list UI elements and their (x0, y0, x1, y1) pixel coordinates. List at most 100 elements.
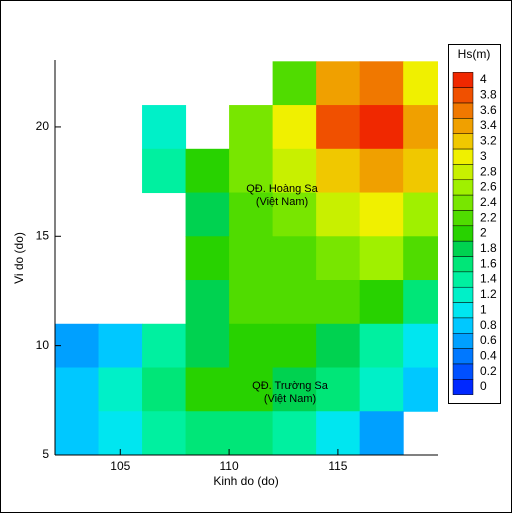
cell (403, 61, 438, 106)
cell (142, 148, 187, 194)
y-axis-label: Vi do (do) (12, 232, 26, 284)
cell (98, 411, 143, 455)
cell (359, 367, 404, 412)
colorbar-swatch (452, 286, 474, 303)
colorbar-swatch (452, 256, 474, 273)
cell (142, 411, 187, 455)
cell (316, 148, 361, 194)
cell (359, 236, 404, 281)
colorbar-swatch (452, 102, 474, 119)
cell (272, 192, 317, 237)
cell (359, 105, 404, 150)
cell (142, 105, 187, 150)
colorbar-swatch (452, 271, 474, 288)
cell (185, 323, 230, 369)
colorbar-swatch (452, 363, 474, 380)
annotation: QĐ. Trường Sa (252, 380, 329, 392)
y-tick-label: 10 (36, 338, 50, 352)
colorbar-label: 0.8 (480, 318, 497, 332)
cell (229, 192, 274, 237)
colorbar-swatch (452, 194, 474, 211)
cell (316, 236, 361, 281)
cell (185, 236, 230, 281)
colorbar-swatch (452, 348, 474, 365)
colorbar-label: 0.6 (480, 333, 497, 347)
cell (403, 236, 438, 281)
colorbar-label: 1.8 (480, 241, 497, 255)
colorbar-label: 3.4 (480, 118, 497, 132)
colorbar-swatch (452, 118, 474, 134)
colorbar-swatch (452, 210, 474, 227)
colorbar-swatch (452, 317, 474, 334)
cell (229, 323, 274, 369)
field (55, 61, 438, 455)
cell (272, 236, 317, 281)
colorbar-label: 0.2 (480, 364, 497, 378)
cell (403, 367, 438, 412)
cell (272, 411, 317, 455)
x-tick-label: 110 (220, 459, 239, 473)
cell (55, 323, 100, 369)
colorbar-label: 2.8 (480, 164, 497, 178)
colorbar-label: 2.6 (480, 180, 497, 194)
cell (142, 323, 187, 369)
colorbar-swatch (452, 87, 474, 104)
colorbar-swatch (452, 164, 474, 181)
cell (272, 61, 317, 106)
annotation: (Việt Nam) (256, 196, 308, 208)
cell (229, 411, 274, 455)
cell (403, 105, 438, 150)
cell (55, 367, 100, 412)
y-tick-label: 5 (42, 447, 49, 461)
x-tick-label: 105 (110, 459, 130, 473)
cell (359, 323, 404, 369)
colorbar-label: 3 (480, 149, 487, 163)
cell (185, 280, 230, 325)
cell (272, 148, 317, 194)
cell (185, 148, 230, 194)
colorbar-label: 2.2 (480, 210, 497, 224)
cell (316, 411, 361, 455)
annotation: (Việt Nam) (264, 393, 316, 405)
colorbar-label: 4 (480, 72, 487, 86)
x-tick-label: 115 (328, 459, 347, 473)
y-tick-label: 20 (36, 119, 50, 133)
colorbar-swatch (452, 379, 474, 395)
x-axis-label: Kinh do (do) (213, 474, 278, 488)
cell (229, 236, 274, 281)
colorbar-swatch (452, 133, 474, 150)
cell (403, 280, 438, 325)
cell (55, 411, 100, 455)
cell (229, 148, 274, 194)
colorbar-label: 1.2 (480, 287, 497, 301)
colorbar-label: 3.6 (480, 103, 497, 117)
colorbar-label: 3.8 (480, 88, 497, 102)
colorbar-swatch (452, 302, 474, 319)
cell (98, 367, 143, 412)
cell (229, 105, 274, 150)
cell (403, 148, 438, 194)
cell (403, 323, 438, 369)
cell (272, 367, 317, 412)
colorbar-swatch (452, 179, 474, 196)
colorbar-label: 0.4 (480, 348, 497, 362)
cell (316, 61, 361, 106)
colorbar-label: 2 (480, 226, 487, 240)
colorbar-swatch (452, 148, 474, 165)
cell (272, 280, 317, 325)
cell (359, 148, 404, 194)
colorbar-label: 1 (480, 302, 487, 316)
cell (185, 192, 230, 237)
cell (316, 192, 361, 237)
colorbar-title: Hs(m) (458, 47, 491, 61)
cell (316, 323, 361, 369)
cell (316, 280, 361, 325)
colorbar-label: 1.6 (480, 256, 497, 270)
annotation: QĐ. Hoàng Sa (246, 183, 318, 195)
cell (359, 192, 404, 237)
colorbar-swatch (452, 225, 474, 242)
cell (359, 411, 404, 455)
cell (316, 105, 361, 150)
cell (359, 61, 404, 106)
